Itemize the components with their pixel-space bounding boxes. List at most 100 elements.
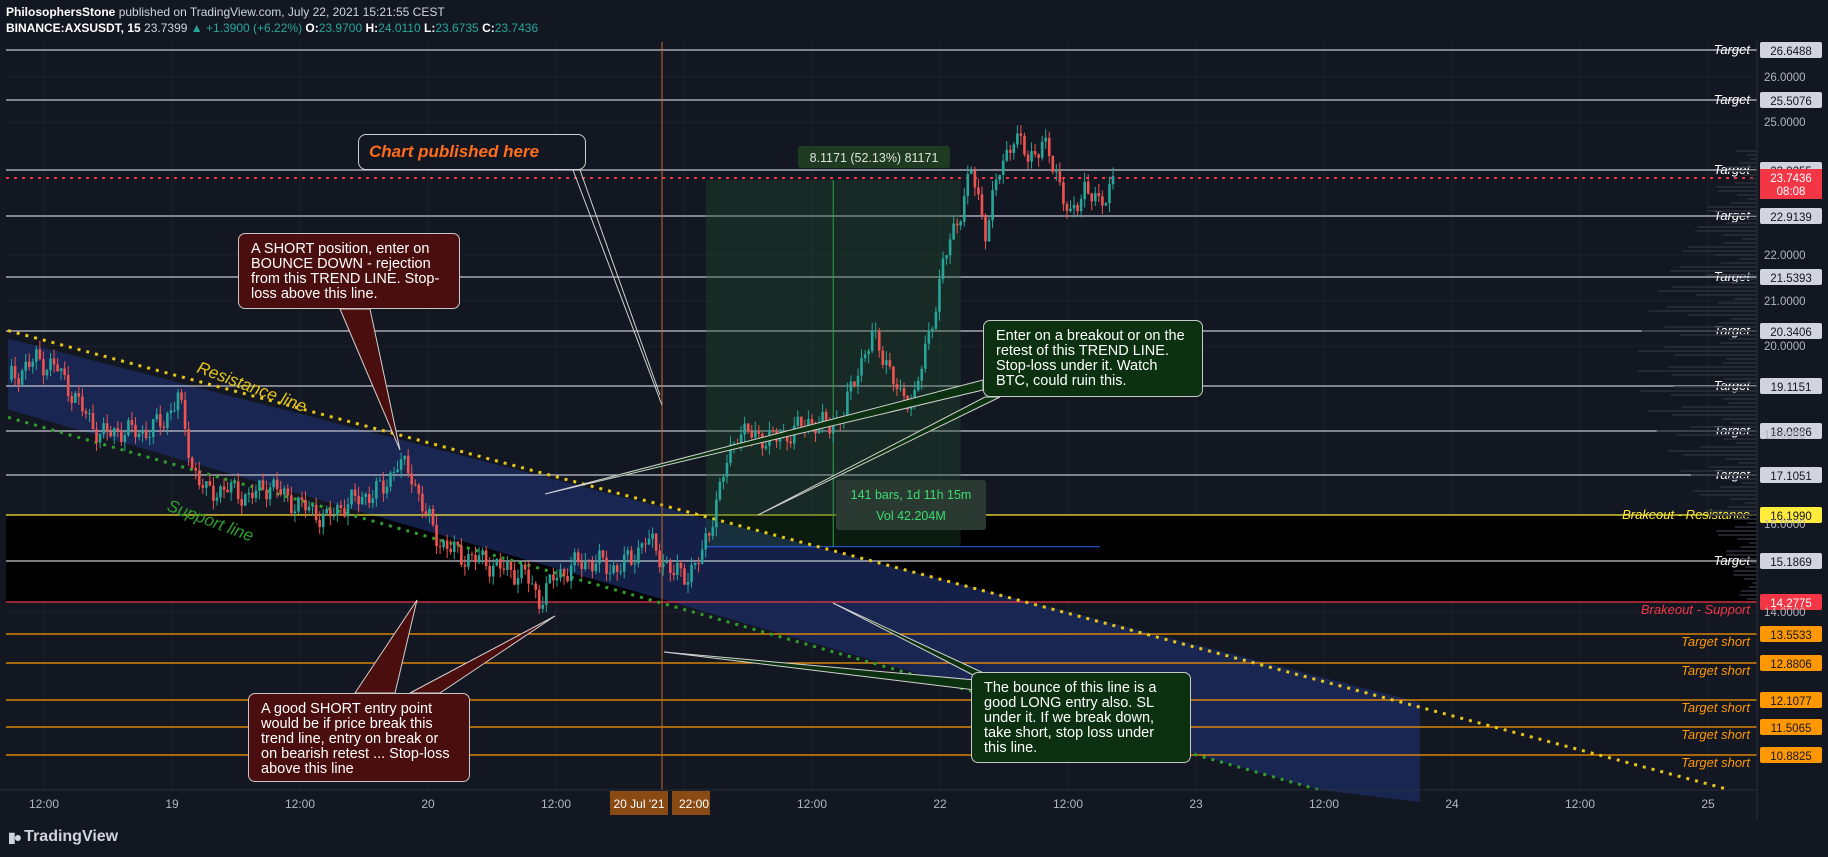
- candle-body: [598, 550, 601, 564]
- volume-profile-bar: [1742, 482, 1757, 484]
- candle-body: [824, 411, 828, 421]
- target-level-label: Target short: [1681, 663, 1751, 678]
- volume-profile-bar: [1731, 318, 1757, 320]
- high-value: 24.0110: [378, 21, 421, 35]
- candle-body: [1097, 193, 1101, 197]
- candle-body: [874, 330, 878, 332]
- candle-body: [84, 411, 88, 414]
- candle-body: [243, 494, 247, 506]
- candle-body: [173, 410, 176, 412]
- countdown-timer: 08:08: [1777, 186, 1806, 198]
- candle-body: [98, 434, 102, 443]
- candle-body: [470, 554, 474, 556]
- volume-profile-bar: [1666, 306, 1757, 308]
- volume-profile-bar: [1747, 598, 1757, 600]
- volume-profile-bar: [1734, 298, 1757, 300]
- price-tag-box: [1760, 747, 1822, 763]
- y-tick-label: 20.0000: [1764, 341, 1806, 353]
- candle-body: [382, 480, 385, 494]
- candle-body: [261, 480, 265, 490]
- price-change: ▲ +1.3900 (+6.22%): [190, 21, 303, 35]
- volume-profile-bar: [1752, 582, 1757, 584]
- candle-body: [644, 543, 647, 545]
- volume-profile-bar: [1725, 550, 1757, 552]
- candle-body: [70, 396, 74, 403]
- volume-profile-bar: [1725, 166, 1757, 168]
- candle-body: [831, 424, 835, 434]
- candle-body: [1111, 176, 1115, 185]
- published-callout-pointer: [579, 169, 661, 396]
- candle-body: [364, 493, 368, 497]
- candle-body: [888, 360, 892, 367]
- price-tag-box: [1760, 553, 1822, 569]
- price-tag-box: [1760, 208, 1822, 224]
- x-tick-label: 12:00: [285, 797, 315, 811]
- tradingview-logo[interactable]: ▮● TradingView: [8, 828, 118, 846]
- candle-body: [973, 170, 977, 188]
- candle-body: [413, 484, 417, 486]
- candle-body: [676, 562, 679, 576]
- volume-profile-bar: [1695, 230, 1757, 232]
- candle-body: [534, 583, 538, 590]
- volume-profile-bar: [1721, 362, 1757, 364]
- volume-profile-bar: [1727, 170, 1757, 172]
- candle-body: [353, 489, 357, 496]
- candle-body: [810, 419, 814, 424]
- volume-profile-bar: [1739, 162, 1757, 164]
- candle-body: [375, 481, 378, 499]
- volume-profile-bar: [1727, 478, 1757, 480]
- x-tick-label: 20 Jul '21: [614, 797, 665, 811]
- volume-profile-bar: [1723, 234, 1757, 236]
- target-level-label: Target: [1714, 553, 1752, 568]
- volume-profile-bar: [1731, 422, 1757, 424]
- target-level-label: Target: [1714, 269, 1752, 284]
- candle-body: [491, 565, 495, 577]
- x-tick-label: 12:00: [541, 797, 571, 811]
- candle-body: [552, 574, 555, 581]
- price-tag-box: [1760, 92, 1822, 108]
- candle-body: [63, 368, 66, 375]
- candle-body: [902, 388, 906, 397]
- volume-profile-bar: [1742, 238, 1757, 240]
- candle-body: [743, 423, 746, 435]
- candle-body: [467, 554, 470, 567]
- candle-body: [73, 393, 77, 403]
- publisher-name[interactable]: PhilosophersStone: [6, 5, 116, 19]
- candle-body: [513, 569, 516, 585]
- price-tag-box: [1760, 269, 1822, 285]
- volume-profile-bar: [1744, 502, 1757, 504]
- candle-body: [608, 572, 612, 574]
- current-price-tag: [1760, 169, 1822, 199]
- volume-profile-bar: [1648, 310, 1757, 312]
- candle-body: [746, 423, 750, 432]
- candle-body: [293, 511, 297, 514]
- candle-body: [683, 568, 686, 585]
- candle-body: [112, 428, 116, 437]
- candle-body: [410, 473, 414, 485]
- candle-body: [704, 533, 708, 550]
- candle-body: [672, 572, 676, 576]
- candle-body: [134, 424, 137, 438]
- candle-body: [66, 374, 70, 397]
- candle-body: [545, 583, 548, 605]
- candle-body: [821, 411, 824, 425]
- x-tick-label: 22: [933, 797, 947, 811]
- volume-profile-bar: [1740, 590, 1757, 592]
- candle-body: [45, 370, 49, 376]
- volume-profile-bar: [1669, 270, 1757, 272]
- x-tick-label: 12:00: [1309, 797, 1339, 811]
- candle-body: [123, 435, 127, 442]
- candle-body: [251, 492, 254, 499]
- price-tag-value: 18.0886: [1770, 427, 1812, 439]
- candle-body: [240, 498, 244, 506]
- candle-body: [201, 485, 205, 488]
- volume-profile-bar: [1744, 578, 1757, 580]
- candle-body: [984, 215, 987, 242]
- volume-profile-bar: [1717, 190, 1757, 192]
- volume-profile-bar: [1671, 286, 1757, 288]
- volume-profile-bar: [1722, 418, 1757, 420]
- volume-profile-bar: [1718, 282, 1757, 284]
- volume-profile-bar: [1716, 186, 1757, 188]
- candle-body: [686, 581, 690, 585]
- symbol-label: BINANCE:AXSUSDT, 15: [6, 21, 141, 35]
